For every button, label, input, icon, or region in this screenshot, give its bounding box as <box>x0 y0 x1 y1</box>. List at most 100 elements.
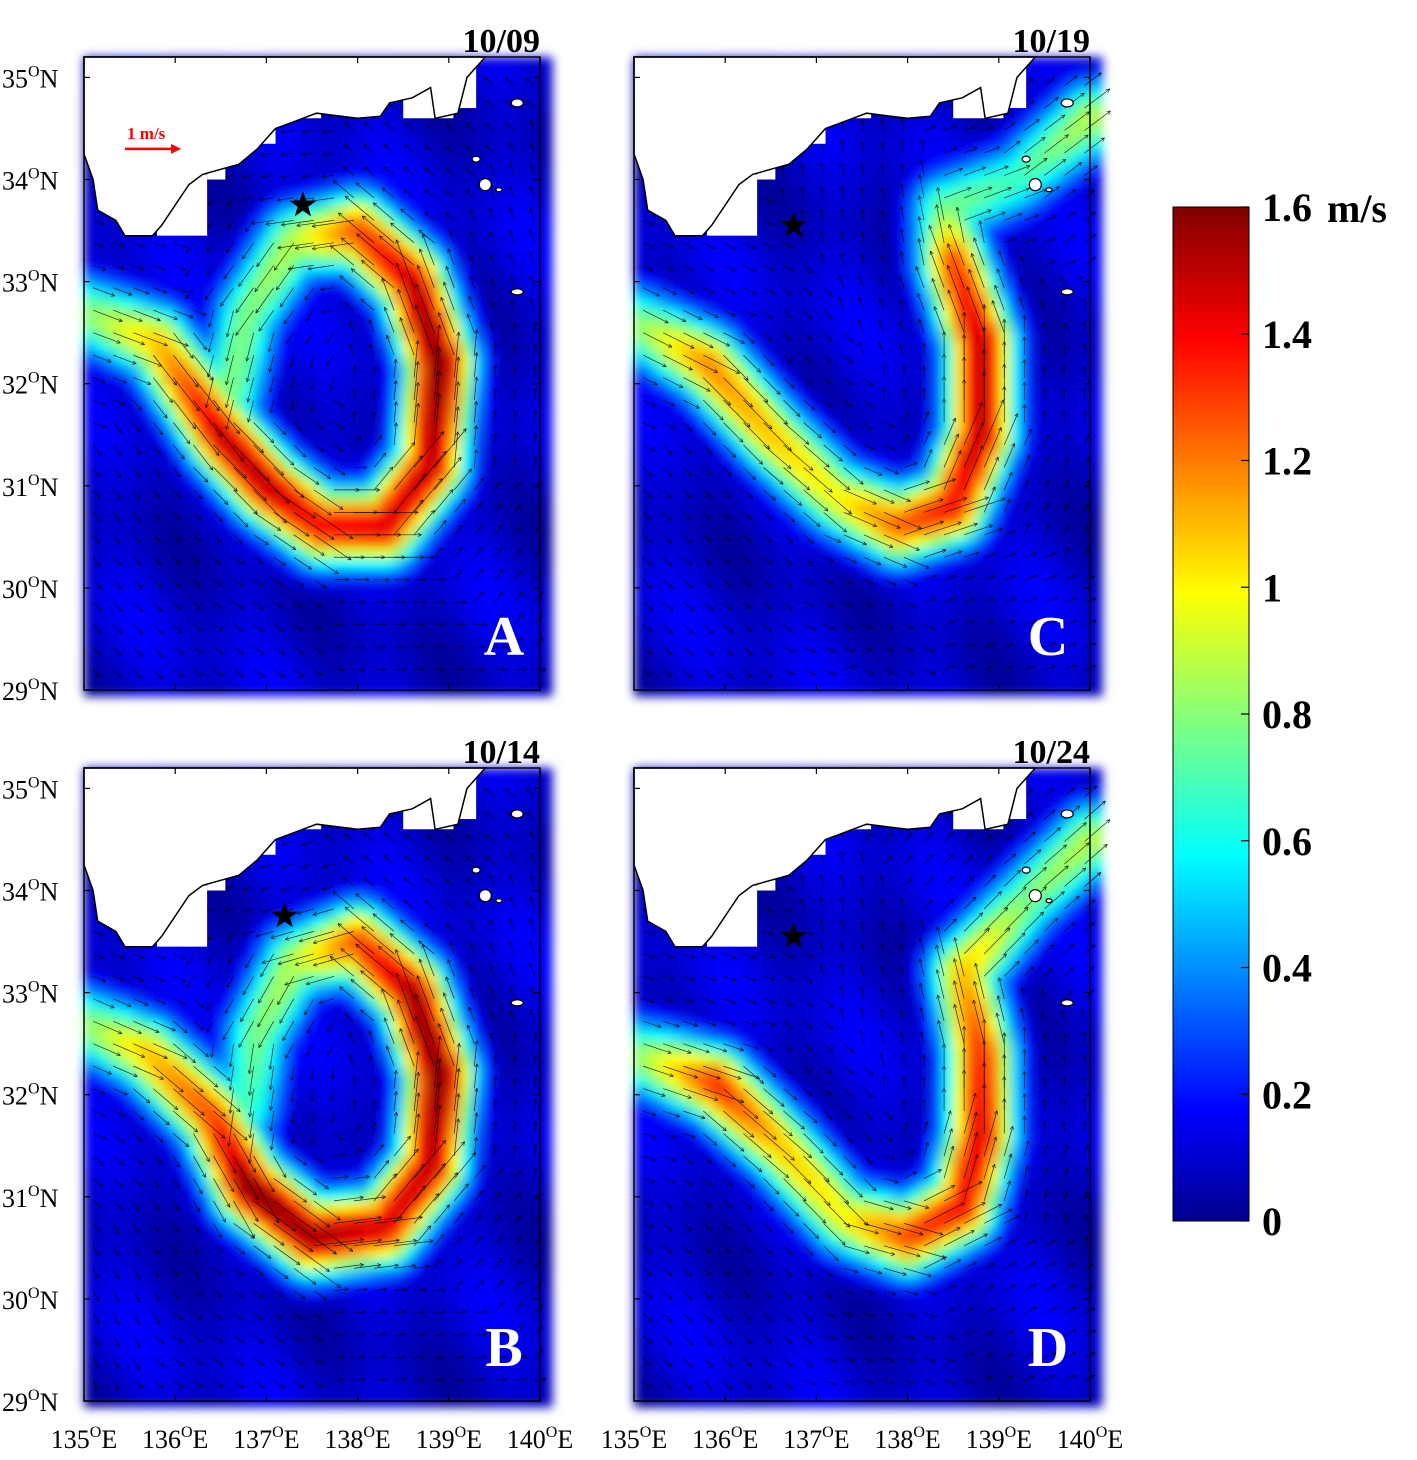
speed-cell <box>426 330 439 343</box>
speed-cell <box>300 296 313 309</box>
speed-cell <box>323 1041 336 1054</box>
speed-cell <box>255 296 268 309</box>
speed-cell <box>334 478 348 492</box>
speed-cell <box>312 927 325 940</box>
speed-cell <box>220 581 234 594</box>
speed-cell <box>198 638 211 651</box>
speed-cell <box>289 1053 302 1066</box>
speed-cell <box>494 513 507 526</box>
speed-cell <box>505 399 519 412</box>
speed-cell <box>300 627 313 640</box>
speed-cell <box>175 399 188 412</box>
speed-cell <box>106 467 120 480</box>
speed-cell <box>380 604 393 617</box>
speed-cell <box>95 239 108 252</box>
speed-cell <box>346 592 359 606</box>
speed-cell <box>312 916 325 929</box>
speed-cell <box>505 916 519 929</box>
map-panel-a: 1 m/s 10/09 A <box>83 23 553 697</box>
speed-cell <box>232 893 245 906</box>
speed-cell <box>346 1110 359 1123</box>
speed-cell <box>391 410 405 423</box>
speed-cell <box>540 182 553 195</box>
speed-cell <box>209 410 222 423</box>
speed-cell <box>266 273 279 286</box>
speed-cell <box>471 1087 484 1100</box>
speed-cell <box>232 376 245 389</box>
speed-cell <box>357 1007 370 1020</box>
speed-cell <box>209 262 222 275</box>
speed-cell <box>84 1030 97 1043</box>
speed-cell <box>106 330 120 343</box>
speed-cell <box>163 1144 177 1157</box>
speed-cell <box>243 285 256 298</box>
speed-cell <box>483 399 496 412</box>
speed-cell <box>403 581 416 594</box>
speed-cell <box>540 1087 553 1100</box>
speed-cell <box>346 1030 359 1043</box>
speed-cell <box>540 684 553 697</box>
speed-cell <box>243 661 256 674</box>
speed-cell <box>426 916 439 929</box>
speed-cell <box>186 433 199 446</box>
speed-cell <box>380 319 393 332</box>
speed-cell <box>505 1064 519 1077</box>
speed-cell <box>84 513 97 526</box>
speed-cell <box>118 285 131 298</box>
speed-cell <box>357 973 370 986</box>
speed-cell <box>528 490 541 503</box>
speed-cell <box>312 353 325 366</box>
speed-cell <box>84 319 97 332</box>
speed-cell <box>220 205 234 218</box>
speed-cell <box>540 1110 553 1123</box>
speed-cell <box>209 939 222 952</box>
speed-cell <box>448 467 462 480</box>
speed-cell <box>220 535 234 549</box>
speed-cell <box>528 467 541 480</box>
speed-cell <box>517 444 530 457</box>
speed-cell <box>517 882 530 895</box>
speed-cell <box>505 421 519 435</box>
speed-cell <box>403 125 416 138</box>
speed-cell <box>505 547 519 560</box>
speed-cell <box>414 1041 427 1054</box>
speed-cell <box>232 182 245 195</box>
speed-cell <box>517 1132 530 1146</box>
speed-cell <box>209 273 222 286</box>
speed-cell <box>483 535 496 549</box>
speed-cell <box>346 364 359 378</box>
speed-cell <box>255 1121 268 1134</box>
speed-cell <box>505 273 519 286</box>
speed-cell <box>175 547 188 560</box>
speed-cell <box>380 581 393 594</box>
speed-cell <box>186 627 199 640</box>
speed-cell <box>141 996 154 1009</box>
speed-cell <box>118 1041 131 1054</box>
speed-cell <box>232 399 245 412</box>
speed-cell <box>163 296 177 309</box>
speed-cell <box>483 330 496 343</box>
speed-cell <box>403 893 416 906</box>
speed-cell <box>437 501 450 514</box>
speed-cell <box>300 273 313 286</box>
speed-cell <box>243 193 256 207</box>
speed-cell <box>494 136 507 150</box>
speed-cell <box>414 916 427 929</box>
speed-cell <box>528 376 541 389</box>
speed-cell <box>380 1098 393 1111</box>
speed-cell <box>357 1064 370 1077</box>
speed-cell <box>186 1018 199 1032</box>
speed-cell <box>369 125 382 138</box>
speed-cell <box>209 433 222 446</box>
speed-cell <box>505 68 519 81</box>
speed-cell <box>437 273 450 286</box>
speed-cell <box>528 984 541 997</box>
speed-cell <box>369 1110 382 1123</box>
speed-cell <box>243 330 256 343</box>
speed-cell <box>517 353 530 366</box>
speed-cell <box>163 661 177 674</box>
speed-cell <box>277 387 291 400</box>
speed-cell <box>460 535 473 549</box>
speed-cell <box>448 193 462 207</box>
speed-cell <box>391 114 405 127</box>
